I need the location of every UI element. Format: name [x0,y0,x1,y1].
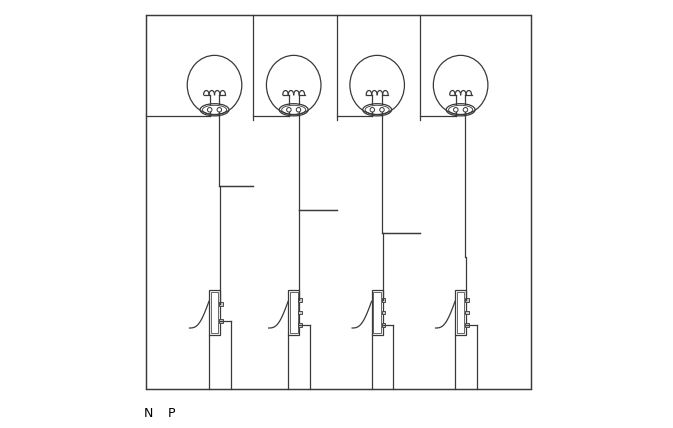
Bar [290,292,297,333]
Bar [371,290,383,335]
Bar [382,298,385,302]
Bar [465,323,468,327]
Bar [374,292,381,333]
Bar [465,298,468,302]
Bar [457,292,464,333]
Bar [382,311,385,314]
Text: N: N [143,407,153,419]
Bar [298,311,302,314]
Bar [219,319,223,323]
Bar [298,323,302,327]
Bar [298,298,302,302]
Bar [465,311,468,314]
Bar [211,292,218,333]
Bar [219,302,223,306]
Bar [288,290,299,335]
Bar [382,323,385,327]
Bar [146,15,531,389]
Bar [209,290,220,335]
Text: P: P [168,407,176,419]
Bar [455,290,466,335]
